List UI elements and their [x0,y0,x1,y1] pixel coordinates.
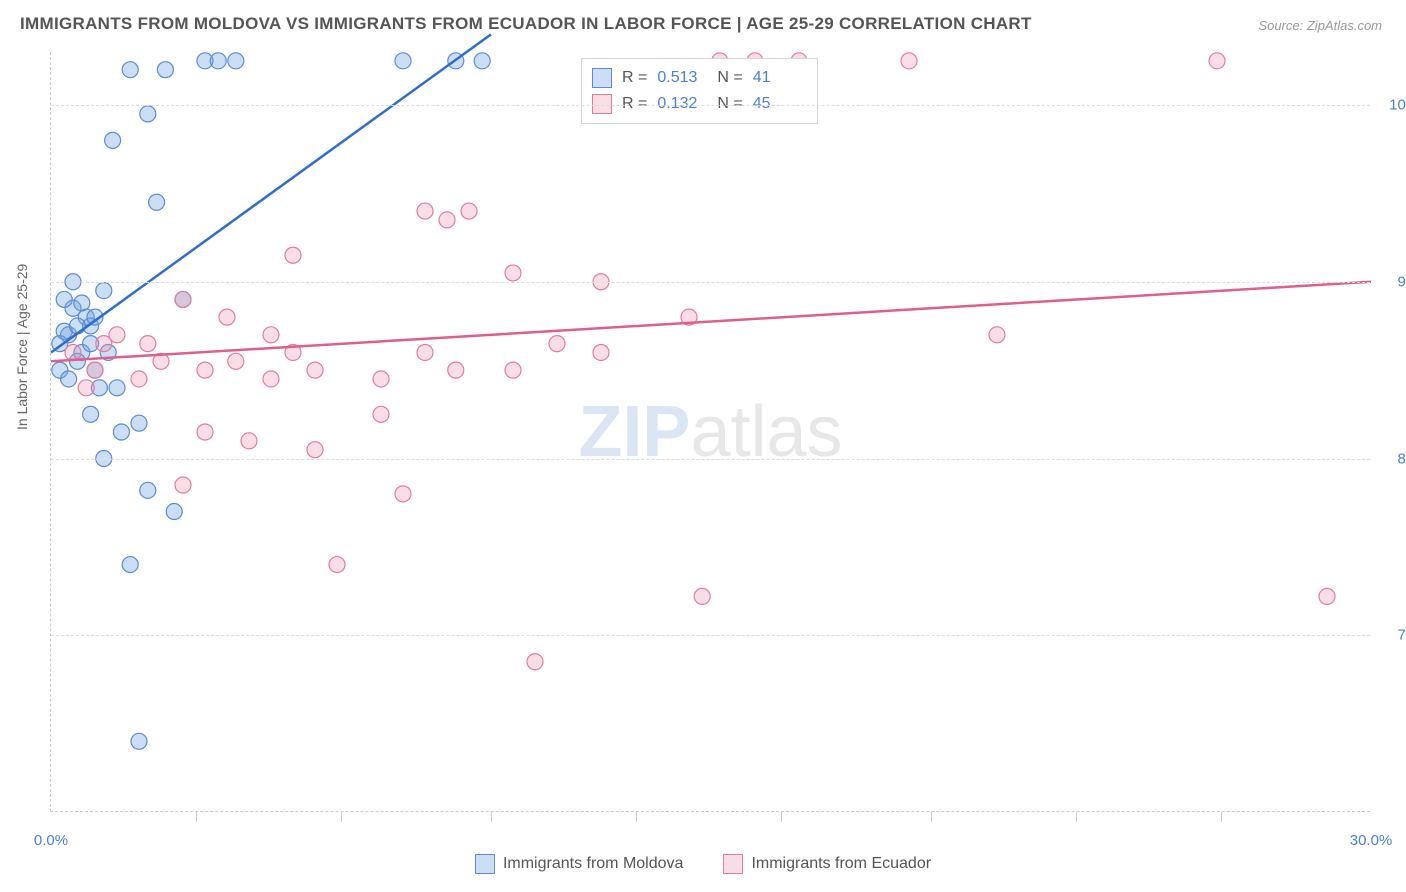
legend-swatch-moldova [475,854,495,874]
data-point [263,371,279,387]
data-point [131,733,147,749]
data-point [505,362,521,378]
data-point [61,371,77,387]
x-tick-label: 30.0% [1350,832,1393,849]
data-point [69,318,85,334]
data-point [78,380,94,396]
data-point [113,424,129,440]
data-point [1209,53,1225,69]
data-point [395,53,411,69]
data-point [448,362,464,378]
data-point [131,415,147,431]
data-point [157,62,173,78]
n-label: N = [717,91,742,117]
y-tick-label: 90.0% [1380,273,1406,290]
data-point [228,53,244,69]
data-point [140,336,156,352]
data-point [175,477,191,493]
data-point [373,371,389,387]
correlation-row-ecuador: R = 0.132 N = 45 [592,91,803,117]
legend-label-moldova: Immigrants from Moldova [503,855,684,873]
trend-line [51,34,491,352]
data-point [241,433,257,449]
legend-label-ecuador: Immigrants from Ecuador [751,855,931,873]
data-point [329,557,345,573]
data-point [175,291,191,307]
data-point [197,424,213,440]
data-point [549,336,565,352]
y-tick-label: 100.0% [1380,97,1406,114]
correlation-legend: R = 0.513 N = 41 R = 0.132 N = 45 [581,58,818,124]
data-point [210,53,226,69]
swatch-ecuador [592,94,612,114]
n-value-moldova: 41 [753,65,803,91]
r-value-ecuador: 0.132 [657,91,707,117]
data-point [166,504,182,520]
trend-line [51,282,1371,362]
y-tick-label: 70.0% [1380,627,1406,644]
y-axis-title: In Labor Force | Age 25-29 [14,264,30,430]
data-point [56,291,72,307]
data-point [122,557,138,573]
n-value-ecuador: 45 [753,91,803,117]
data-point [197,362,213,378]
data-point [105,132,121,148]
data-point [395,486,411,502]
data-point [96,283,112,299]
x-tick-label: 0.0% [34,832,68,849]
data-point [140,106,156,122]
data-point [228,353,244,369]
data-point [74,295,90,311]
data-point [593,344,609,360]
data-point [83,406,99,422]
correlation-row-moldova: R = 0.513 N = 41 [592,65,803,91]
data-point [901,53,917,69]
chart-title: IMMIGRANTS FROM MOLDOVA VS IMMIGRANTS FR… [20,14,1032,34]
data-point [307,362,323,378]
legend-item-ecuador: Immigrants from Ecuador [723,854,931,874]
legend-item-moldova: Immigrants from Moldova [475,854,684,874]
data-point [417,203,433,219]
data-point [694,588,710,604]
r-label: R = [622,65,647,91]
n-label: N = [717,65,742,91]
data-point [373,406,389,422]
data-point [219,309,235,325]
data-point [307,442,323,458]
data-point [461,203,477,219]
data-point [87,362,103,378]
data-point [989,327,1005,343]
data-point [417,344,433,360]
scatter-plot-svg [51,52,1370,811]
data-point [96,336,112,352]
swatch-moldova [592,68,612,88]
r-label: R = [622,91,647,117]
y-tick-label: 80.0% [1380,450,1406,467]
bottom-legend: Immigrants from Moldova Immigrants from … [0,854,1406,874]
data-point [140,482,156,498]
data-point [285,247,301,263]
plot-area: ZIPatlas R = 0.513 N = 41 R = 0.132 N = … [50,52,1370,812]
data-point [109,380,125,396]
data-point [474,53,490,69]
source-attribution: Source: ZipAtlas.com [1258,18,1382,33]
data-point [149,194,165,210]
data-point [439,212,455,228]
legend-swatch-ecuador [723,854,743,874]
r-value-moldova: 0.513 [657,65,707,91]
data-point [1319,588,1335,604]
data-point [263,327,279,343]
data-point [131,371,147,387]
data-point [122,62,138,78]
data-point [65,344,81,360]
data-point [505,265,521,281]
data-point [527,654,543,670]
